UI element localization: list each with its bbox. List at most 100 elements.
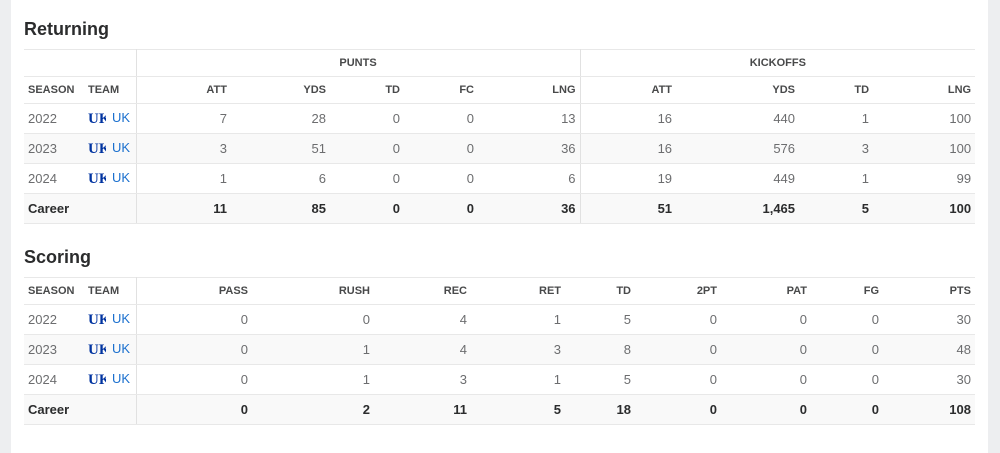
svg-text:UK: UK xyxy=(88,141,106,154)
stat-cell-yds: 85 xyxy=(231,193,330,224)
stat-cell-team xyxy=(84,193,137,224)
column-header-yds[interactable]: YDS xyxy=(231,76,330,104)
stat-cell-fg: 0 xyxy=(811,334,883,365)
stat-cell-fc: 0 xyxy=(404,163,478,194)
table-row: 2023 UK UK 0 1 4 3 8 0 0 0 48 xyxy=(24,334,975,365)
column-header-yds[interactable]: YDS xyxy=(676,76,800,104)
stat-cell-pat: 0 xyxy=(721,394,811,425)
column-header-team[interactable]: TEAM xyxy=(84,277,137,305)
stat-cell-att: 16 xyxy=(580,103,677,134)
stat-cell-pts: 48 xyxy=(883,334,975,365)
team-link[interactable]: UK UK xyxy=(88,310,131,329)
stat-cell-lng: 100 xyxy=(873,103,976,134)
team-name: UK xyxy=(112,169,131,185)
stat-cell-td: 5 xyxy=(565,364,635,395)
column-header-td[interactable]: TD xyxy=(799,76,874,104)
column-header-team[interactable]: TEAM xyxy=(84,76,137,104)
stat-cell-pat: 0 xyxy=(721,334,811,365)
season-cell: 2023 xyxy=(24,133,84,164)
stat-cell-pts: 30 xyxy=(883,364,975,395)
stat-cell-att: 16 xyxy=(580,133,677,164)
team-cell: UK UK xyxy=(84,364,137,395)
team-link[interactable]: UK UK xyxy=(88,140,130,158)
kentucky-logo-icon: UK xyxy=(88,110,111,127)
stat-cell-att: 3 xyxy=(136,133,231,164)
stat-cell-rush: 1 xyxy=(252,334,374,365)
column-header-pat[interactable]: PAT xyxy=(721,277,811,305)
team-link[interactable]: UK UK xyxy=(88,110,130,128)
stat-cell-pat: 0 xyxy=(721,364,811,395)
stat-cell-rec: 4 xyxy=(374,304,471,335)
stat-cell-lng: 100 xyxy=(873,193,976,224)
stat-cell-pts: 108 xyxy=(883,394,975,425)
stat-cell-pass: 0 xyxy=(136,304,252,335)
column-header-fg[interactable]: FG xyxy=(811,277,883,305)
column-header-td[interactable]: TD xyxy=(565,277,635,305)
kentucky-logo-icon: UK xyxy=(88,170,111,187)
stat-cell-rec: 11 xyxy=(374,394,471,425)
stat-cell-td: 5 xyxy=(565,304,635,335)
column-header-pts[interactable]: PTS xyxy=(883,277,975,305)
team-link[interactable]: UK UK xyxy=(88,370,131,389)
scoring-table: SEASON TEAM PASS RUSH REC RET TD 2PT PAT FG PTS 20… xyxy=(24,277,975,425)
svg-text:UK: UK xyxy=(88,342,106,355)
stat-cell-ret: 5 xyxy=(471,394,565,425)
team-name: UK xyxy=(112,310,131,326)
stat-cell-td: 3 xyxy=(799,133,874,164)
column-header-td[interactable]: TD xyxy=(330,76,404,104)
column-header-season[interactable]: SEASON xyxy=(24,76,84,104)
team-link[interactable]: UK UK xyxy=(88,341,130,359)
column-header-rush[interactable]: RUSH xyxy=(252,277,374,305)
stat-cell-rush: 1 xyxy=(252,364,374,395)
season-cell: 2023 xyxy=(24,334,84,365)
season-cell: 2024 xyxy=(24,163,84,194)
column-header-2pt[interactable]: 2PT xyxy=(635,277,721,305)
scoring-title: Scoring xyxy=(24,247,92,267)
kentucky-logo-icon: UK xyxy=(88,371,111,388)
stat-cell-pass: 0 xyxy=(136,394,252,425)
kentucky-logo-icon: UK xyxy=(88,140,111,157)
stat-cell-rec: 3 xyxy=(374,364,471,395)
stat-cell-2pt: 0 xyxy=(635,394,721,425)
svg-text:UK: UK xyxy=(88,372,106,385)
stat-cell-td: 1 xyxy=(799,103,874,134)
column-header-pass[interactable]: PASS xyxy=(136,277,252,305)
team-cell: UK UK xyxy=(84,304,137,335)
stat-cell-2pt: 0 xyxy=(635,304,721,335)
season-cell: 2024 xyxy=(24,364,84,395)
column-header-fc[interactable]: FC xyxy=(404,76,478,104)
stat-cell-td: 18 xyxy=(565,394,635,425)
column-header-lng[interactable]: LNG xyxy=(873,76,976,104)
table-row: 2023 UK UK 3 51 0 0 36 16 576 3 100 xyxy=(24,133,976,164)
stat-cell-lng: 100 xyxy=(873,133,976,164)
stat-cell-ret: 1 xyxy=(471,364,565,395)
column-header-rec[interactable]: REC xyxy=(374,277,471,305)
column-header-att[interactable]: ATT xyxy=(580,76,677,104)
stat-cell-pass: 0 xyxy=(136,334,252,365)
column-header-ret[interactable]: RET xyxy=(471,277,565,305)
frozen-header-spacer xyxy=(24,49,137,77)
column-header-lng[interactable]: LNG xyxy=(478,76,581,104)
stat-cell-pts: 30 xyxy=(883,304,975,335)
team-cell: UK UK xyxy=(84,163,137,194)
stat-cell-att: 11 xyxy=(136,193,231,224)
stat-cell-lng: 6 xyxy=(478,163,581,194)
column-header-season[interactable]: SEASON xyxy=(24,277,84,305)
career-row: Career 11 85 0 0 36 51 1,465 5 100 xyxy=(24,193,976,224)
stat-cell-ret: 3 xyxy=(471,334,565,365)
stat-cell-att: 7 xyxy=(136,103,231,134)
stat-cell-lng: 13 xyxy=(478,103,581,134)
team-link[interactable]: UK UK xyxy=(88,169,131,188)
stat-cell-lng: 36 xyxy=(478,193,581,224)
kentucky-logo-icon: UK xyxy=(88,311,111,328)
team-name: UK xyxy=(112,370,131,386)
stat-cell-pass: 0 xyxy=(136,364,252,395)
group-header-punts: PUNTS xyxy=(135,49,581,77)
season-cell: 2022 xyxy=(24,304,84,335)
team-cell: UK UK xyxy=(84,334,137,365)
column-header-att[interactable]: ATT xyxy=(136,76,231,104)
stat-cell-att: 51 xyxy=(580,193,677,224)
stat-cell-pat: 0 xyxy=(721,304,811,335)
stat-cell-yds: 440 xyxy=(676,103,800,134)
